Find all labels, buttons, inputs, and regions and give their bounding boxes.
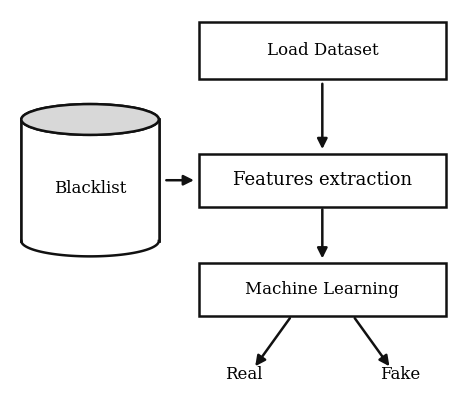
Ellipse shape <box>21 104 159 135</box>
FancyBboxPatch shape <box>199 22 446 79</box>
Ellipse shape <box>21 104 159 135</box>
Text: Blacklist: Blacklist <box>54 180 126 197</box>
FancyBboxPatch shape <box>199 263 446 316</box>
Text: Real: Real <box>225 366 263 383</box>
FancyBboxPatch shape <box>21 119 159 241</box>
Text: Features extraction: Features extraction <box>233 171 412 189</box>
Text: Fake: Fake <box>381 366 420 383</box>
Text: Load Dataset: Load Dataset <box>266 42 378 59</box>
FancyBboxPatch shape <box>199 154 446 207</box>
Text: Machine Learning: Machine Learning <box>246 281 399 298</box>
